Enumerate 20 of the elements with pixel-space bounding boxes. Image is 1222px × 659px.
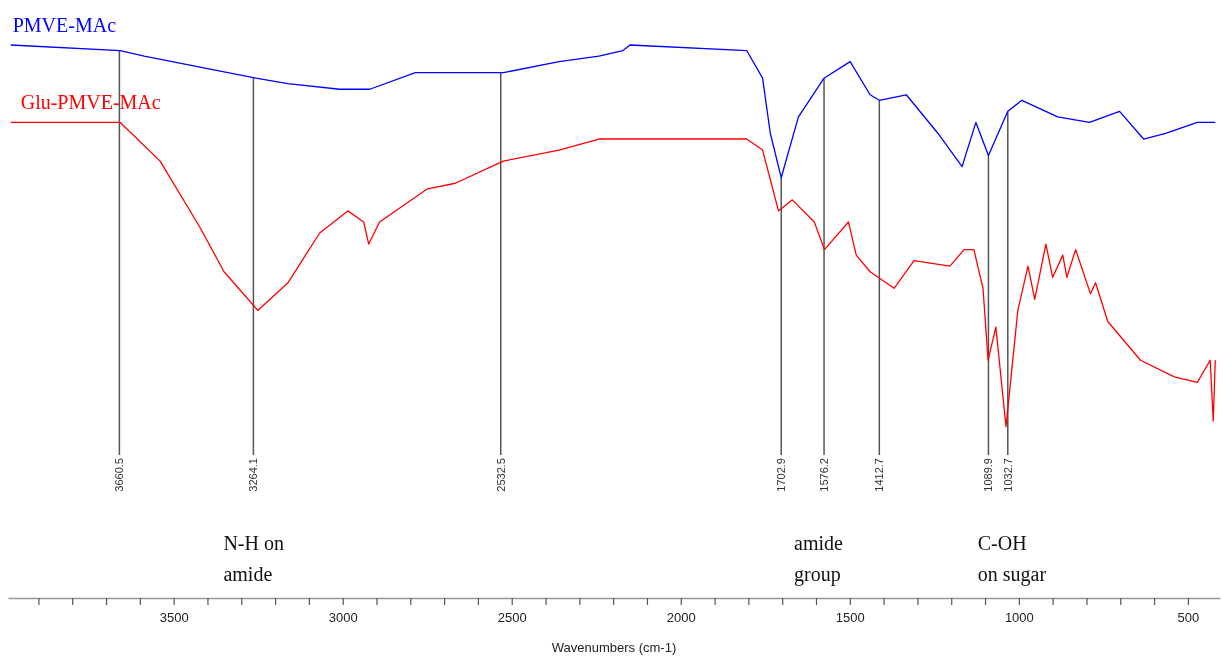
annotation: amide group [794, 532, 844, 586]
annotation: 2532.5 [494, 458, 507, 492]
annotation: 3660.5 [113, 458, 126, 492]
series-label: PMVE-MAc [12, 14, 117, 36]
annotation: 1576.2 [818, 458, 831, 492]
annotation: 1032.7 [1001, 458, 1014, 492]
x-tick-label: 2000 [666, 610, 696, 626]
x-tick-label: 500 [1177, 610, 1200, 626]
x-axis-title: Wavenumbers (cm-1) [551, 640, 677, 655]
x-tick-label: 1000 [1004, 610, 1034, 626]
x-tick-label: 1500 [835, 610, 865, 626]
annotation: 1089.9 [982, 458, 995, 492]
annotation: 1412.7 [873, 458, 886, 492]
x-tick-label: 3000 [328, 610, 358, 626]
annotation: C-OH on sugar [977, 532, 1047, 586]
x-tick-label: 2500 [497, 610, 527, 626]
annotation: N-H on amide [223, 532, 284, 585]
annotation: 3264.1 [247, 458, 260, 492]
annotation: 1702.9 [775, 458, 788, 492]
x-tick-label: 3500 [159, 610, 189, 626]
